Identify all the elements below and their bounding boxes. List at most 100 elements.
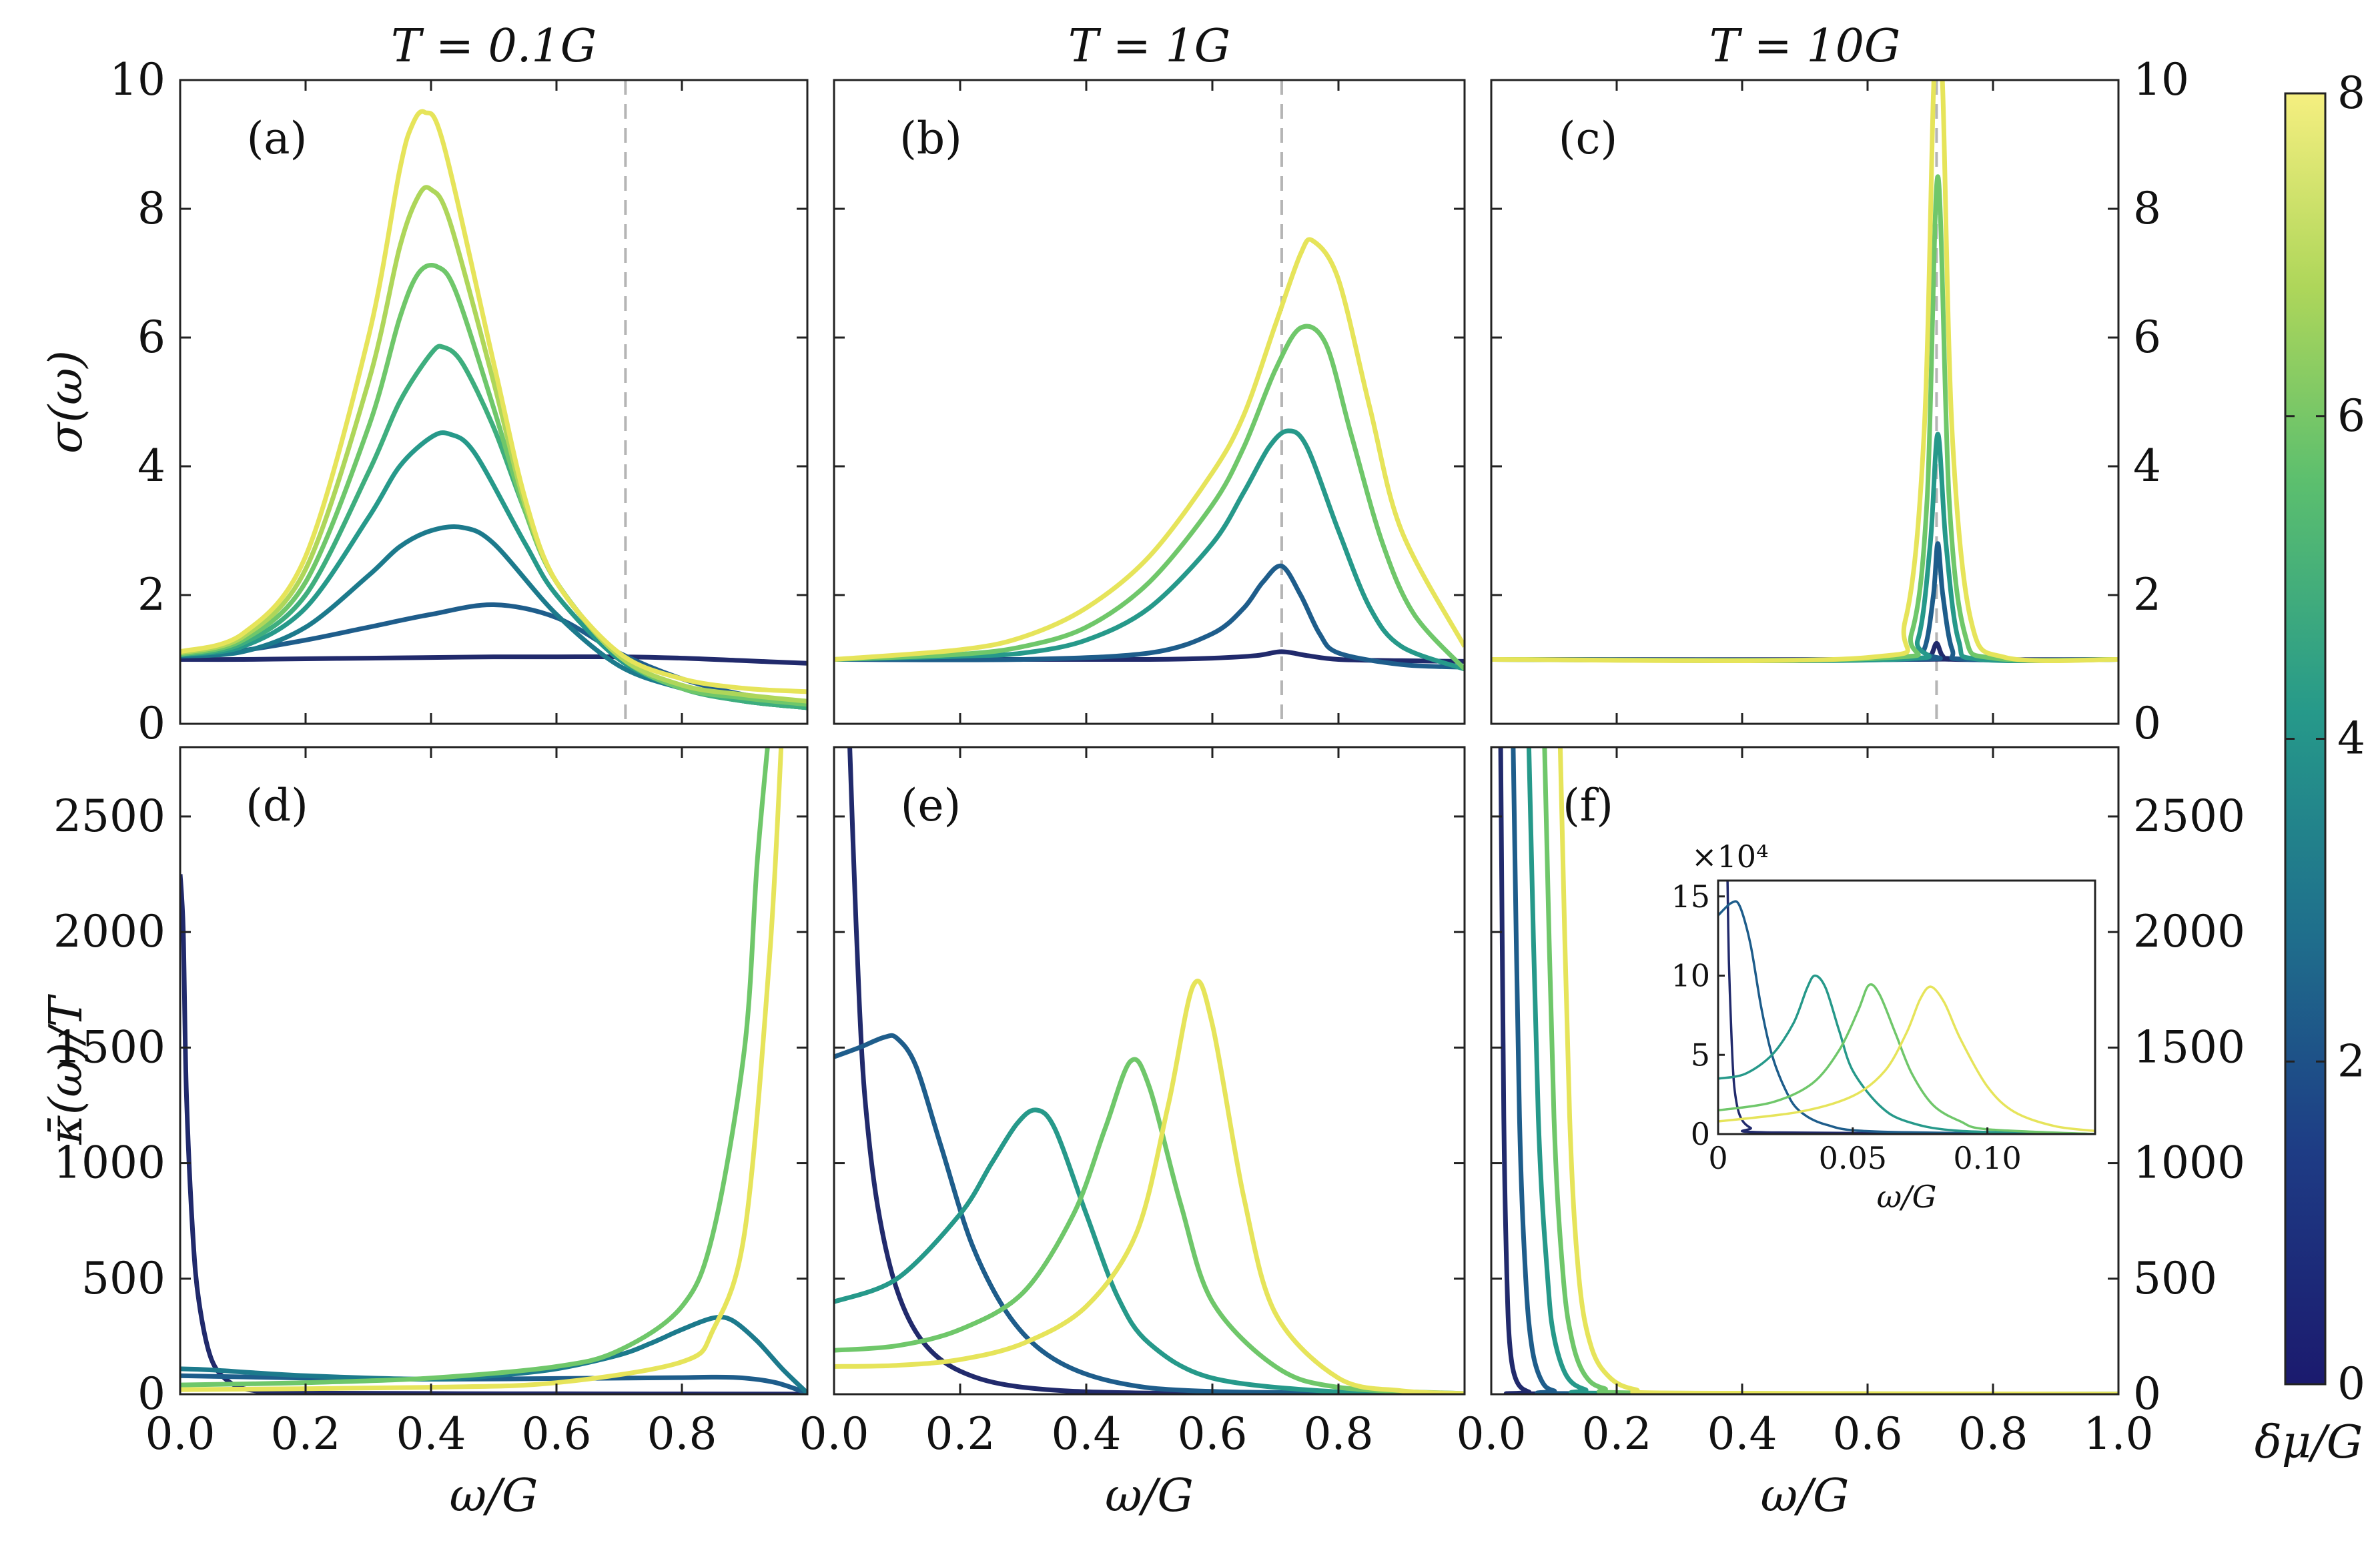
panel-label: (d) [246,780,308,831]
colorbar-ticks: 0 2 4 6 8 [2285,67,2365,1410]
y-tick-label: 5 [1691,1037,1710,1073]
x-tick-label: 0.0 [1457,1408,1527,1460]
y-tick-label-right: 2500 [2133,791,2245,842]
y-tick-label: 4 [137,440,165,492]
colorbar-tick-label: 0 [2337,1358,2365,1410]
y-tick-label: 2 [137,569,165,620]
plot-frame [1490,746,2120,1396]
panel-c: 0 2 4 6 8 10 (c) T = 10G [1490,20,2189,749]
x-tick-label: 1.0 [2084,1408,2154,1460]
series-line [180,344,807,710]
colorbar: 0 2 4 6 8 δμ/G [2255,67,2365,1469]
series-line [1491,432,2118,664]
x-tick-label: 0.8 [647,1408,717,1460]
x-tick-label: 0.6 [522,1408,592,1460]
series-line [180,1314,807,1394]
y-tick-label: 2000 [53,906,165,957]
plot-frame [1490,79,2120,725]
panel-f: 0.0 0.2 0.4 0.6 0.8 1.005001000150020002500(f… [1457,746,2245,1522]
series-line [834,1107,1465,1394]
x-tick-label: 0.2 [271,1408,341,1460]
y-tick-label: 0 [137,698,165,749]
y-tick-label: 1500 [53,1021,165,1073]
series-line [180,185,807,704]
y-tick-label-right: 4 [2133,440,2161,492]
panel-title: T = 0.1G [391,20,597,73]
panel-label: (f) [1563,780,1613,831]
series-line [1718,983,2095,1134]
y-tick-label: 6 [137,312,165,363]
series-line [847,747,1465,1394]
x-axis-label: ω/G [450,1470,538,1522]
y-tick-label-right: 8 [2133,183,2161,234]
series-line [180,654,807,666]
x-tick-label: 0.4 [1052,1408,1122,1460]
series-line [834,979,1465,1394]
x-tick-label: 0.8 [1958,1408,2028,1460]
inset-background [1718,881,2095,1134]
x-tick-label: 0.0 [145,1408,216,1460]
series-line [1491,174,2118,663]
plot-frame [833,79,1466,725]
x-tick-label: 0.6 [1833,1408,1903,1460]
y-tick-label-right: 10 [2133,54,2189,105]
series-line [180,747,784,1392]
series-line [834,1033,1465,1394]
x-tick-label: 0.4 [396,1408,466,1460]
y-tick-label-right: 1500 [2133,1021,2245,1073]
y-multiplier-label: ×10⁴ [1691,839,1769,875]
y-tick-label: 10 [1671,958,1710,994]
x-tick-label: 0.05 [1819,1140,1887,1176]
colorbar-tick-label: 4 [2337,713,2365,764]
colorbar-label: δμ/G [2255,1416,2363,1469]
panel-b: (b) T = 1G [833,20,1466,725]
x-tick-label: 0.8 [1304,1408,1374,1460]
y-axis-label: σ(ω) [40,350,93,454]
series-line [834,563,1465,670]
series-group [834,747,1465,1394]
y-tick-label: 15 [1671,879,1710,915]
series-line [1718,974,2095,1134]
series-line [1491,640,2118,662]
y-tick-label: 2500 [53,791,165,842]
panel-label: (b) [899,113,962,164]
y-tick-label-right: 0 [2133,698,2161,749]
series-group [834,237,1465,672]
y-tick-label: 8 [137,183,165,234]
series-group [1491,80,2118,664]
x-axis-label: ω/G [1105,1470,1194,1522]
y-tick-label-right: 2 [2133,569,2161,620]
y-axis-label: κ̄(ω)/T [40,994,93,1145]
y-tick-label-right: 6 [2133,312,2161,363]
series-line [180,430,807,710]
series-line [834,428,1465,672]
y-tick-label-right: 2000 [2133,906,2245,957]
x-tick-label: 0.2 [1582,1408,1652,1460]
plot-frame [833,746,1466,1396]
plot-frame [1717,879,2096,1135]
series-line [1718,900,2095,1134]
x-tick-label: 0.2 [925,1408,996,1460]
series-line [1718,985,2095,1133]
series-line [834,324,1465,671]
y-tick-label: 0 [1691,1116,1710,1152]
panel-title: T = 10G [1709,20,1900,73]
y-tick-label: 500 [81,1253,165,1304]
colorbar-tick-label: 6 [2337,390,2365,442]
panel-label: (c) [1559,113,1617,164]
series-line [834,237,1465,662]
y-tick-label-right: 1000 [2133,1137,2245,1189]
panel-title: T = 1G [1068,20,1230,73]
series-line [180,747,770,1388]
series-line [1491,541,2118,663]
panel-d: 0.0 0.2 0.4 0.6 0.8 0 500 1000 1500 2000 2500 (d) ω/… [40,746,809,1522]
x-tick-label: 0 [1708,1140,1727,1176]
x-tick-label: 0.6 [1178,1408,1248,1460]
series-line [1491,80,2118,663]
x-tick-label: 0.0 [799,1408,869,1460]
x-axis-label: ω/G [1761,1470,1850,1522]
colorbar-tick-label: 2 [2337,1035,2365,1087]
series-group [1718,881,2095,1134]
y-tick-label-right: 500 [2133,1253,2217,1304]
panel-e: 0.0 0.2 0.4 0.6 0.8 (e) ω/G [799,746,1466,1522]
